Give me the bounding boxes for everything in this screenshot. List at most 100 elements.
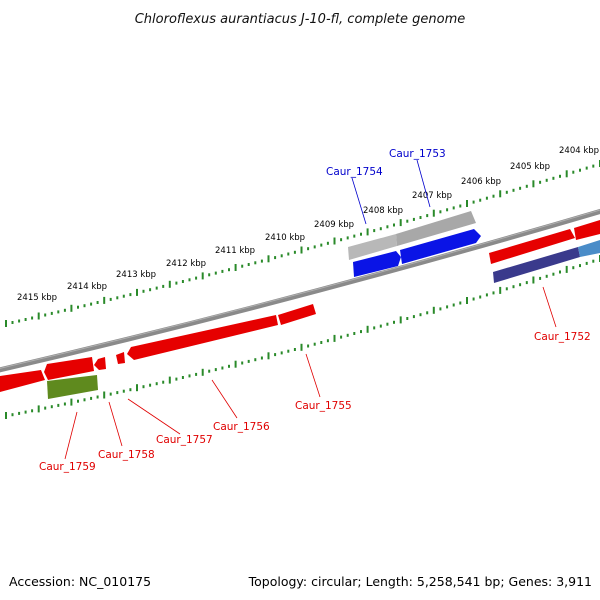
inner-scale-minor-tick (24, 410, 27, 414)
inner-scale-minor-tick (274, 353, 277, 357)
outer-scale-minor-tick (122, 294, 125, 298)
outer-scale-minor-tick (585, 166, 588, 170)
outer-scale-minor-tick (280, 254, 283, 258)
inner-scale-minor-tick (18, 411, 21, 415)
inner-scale-minor-tick (63, 402, 66, 406)
scale-label-2415: 2415 kbp (17, 293, 57, 303)
outer-scale-minor-tick (492, 194, 495, 198)
outer-scale-minor-tick (188, 278, 191, 282)
outer-scale-minor-tick (572, 170, 575, 174)
label-caur-1758[interactable]: Caur_1758 (98, 449, 155, 461)
scale-label-2406: 2406 kbp (461, 177, 501, 187)
inner-scale-minor-tick (525, 281, 528, 285)
gene-left-edge[interactable] (0, 370, 45, 392)
outer-scale-major-tick (333, 237, 336, 245)
outer-scale-minor-tick (313, 245, 316, 249)
outer-scale-minor-tick (241, 264, 244, 268)
leader-caur-1758 (108, 401, 123, 447)
gene-upper-right[interactable] (574, 220, 600, 240)
outer-scale-major-tick (499, 190, 502, 198)
gene-caur-1759[interactable] (47, 375, 98, 399)
outer-scale-minor-tick (44, 313, 47, 317)
inner-scale-minor-tick (195, 372, 198, 376)
outer-scale-minor-tick (109, 297, 112, 301)
inner-scale-minor-tick (293, 348, 296, 351)
inner-scale-minor-tick (50, 405, 53, 409)
outer-scale-minor-tick (129, 293, 132, 297)
label-caur-1754[interactable]: Caur_1754 (326, 166, 383, 178)
inner-scale-minor-tick (142, 385, 145, 389)
label-caur-1752[interactable]: Caur_1752 (534, 331, 591, 343)
inner-scale-minor-tick (247, 359, 250, 363)
inner-scale-major-tick (466, 297, 468, 304)
genome-backbone (0, 208, 600, 373)
outer-scale-minor-tick (221, 269, 224, 273)
outer-scale-minor-tick (50, 311, 53, 315)
gene-caur-1754[interactable] (353, 251, 401, 277)
inner-scale-major-tick (103, 391, 106, 399)
gene-caur-1753[interactable] (400, 229, 481, 264)
outer-scale-minor-tick (214, 271, 217, 275)
outer-scale-minor-tick (479, 198, 482, 202)
outer-scale-minor-tick (426, 214, 429, 218)
outer-scale-minor-tick (155, 286, 158, 290)
scale-label-2411: 2411 kbp (215, 246, 255, 256)
inner-scale-minor-tick (326, 339, 329, 343)
inner-scale-major-tick (565, 265, 568, 273)
label-caur-1757[interactable]: Caur_1757 (156, 434, 213, 446)
gene-steel-right[interactable] (578, 240, 600, 257)
outer-scale-major-tick (399, 219, 402, 227)
outer-scale-minor-tick (545, 178, 548, 182)
outer-scale-minor-tick (293, 250, 296, 254)
inner-scale-minor-tick (228, 364, 230, 368)
outer-scale-major-tick (70, 304, 73, 312)
inner-scale-minor-tick (307, 344, 310, 348)
inner-scale-minor-tick (386, 322, 389, 326)
outer-scale-minor-tick (96, 301, 99, 304)
inner-scale-major-tick (399, 316, 402, 324)
label-caur-1756[interactable]: Caur_1756 (213, 421, 270, 433)
inner-scale-minor-tick (313, 342, 316, 346)
inner-scale-minor-tick (446, 305, 449, 309)
gene-caur-1758[interactable] (94, 357, 106, 370)
outer-scale-minor-tick (57, 310, 60, 314)
gene-caur-1755[interactable] (278, 304, 316, 325)
outer-scale-minor-tick (519, 186, 522, 190)
gene-caur-1757[interactable] (116, 352, 125, 364)
outer-scale-major-tick (103, 296, 106, 304)
inner-scale-track (5, 255, 600, 419)
inner-scale-minor-tick (96, 395, 99, 399)
gene-caur-1756[interactable] (127, 315, 278, 360)
outer-scale-minor-tick (512, 188, 515, 192)
inner-scale-minor-tick (77, 399, 79, 403)
inner-scale-minor-tick (472, 297, 475, 301)
outer-scale-minor-tick (406, 219, 409, 223)
inner-scale-minor-tick (419, 313, 422, 317)
outer-scale-minor-tick (386, 225, 389, 229)
inner-scale-minor-tick (552, 272, 555, 276)
outer-scale-minor-tick (274, 256, 277, 260)
gene-caur-1754-gray[interactable] (348, 234, 397, 260)
outer-scale-minor-tick (63, 308, 66, 312)
label-caur-1759[interactable]: Caur_1759 (39, 461, 96, 473)
gene-caur-1759-red[interactable] (44, 357, 94, 380)
gene-caur-1753-gray[interactable] (396, 211, 476, 246)
inner-scale-minor-tick (346, 333, 349, 337)
inner-scale-minor-tick (214, 368, 217, 372)
outer-scale-minor-tick (116, 296, 119, 300)
outer-scale-minor-tick (373, 229, 376, 233)
outer-scale-minor-tick (525, 184, 528, 188)
outer-scale-minor-tick (260, 259, 263, 263)
inner-scale-minor-tick (353, 332, 356, 335)
label-caur-1753[interactable]: Caur_1753 (389, 148, 446, 160)
outer-scale-minor-tick (379, 227, 382, 231)
gene-caur-1752-upper[interactable] (489, 229, 575, 264)
outer-scale-minor-tick (505, 190, 508, 194)
inner-scale-minor-tick (519, 283, 522, 287)
label-caur-1755[interactable]: Caur_1755 (295, 400, 352, 412)
inner-scale-minor-tick (512, 285, 515, 289)
gene-caur-1752[interactable] (493, 247, 580, 283)
inner-scale-minor-tick (412, 315, 415, 319)
inner-scale-major-tick (499, 286, 502, 294)
leader-caur-1755 (305, 353, 321, 398)
